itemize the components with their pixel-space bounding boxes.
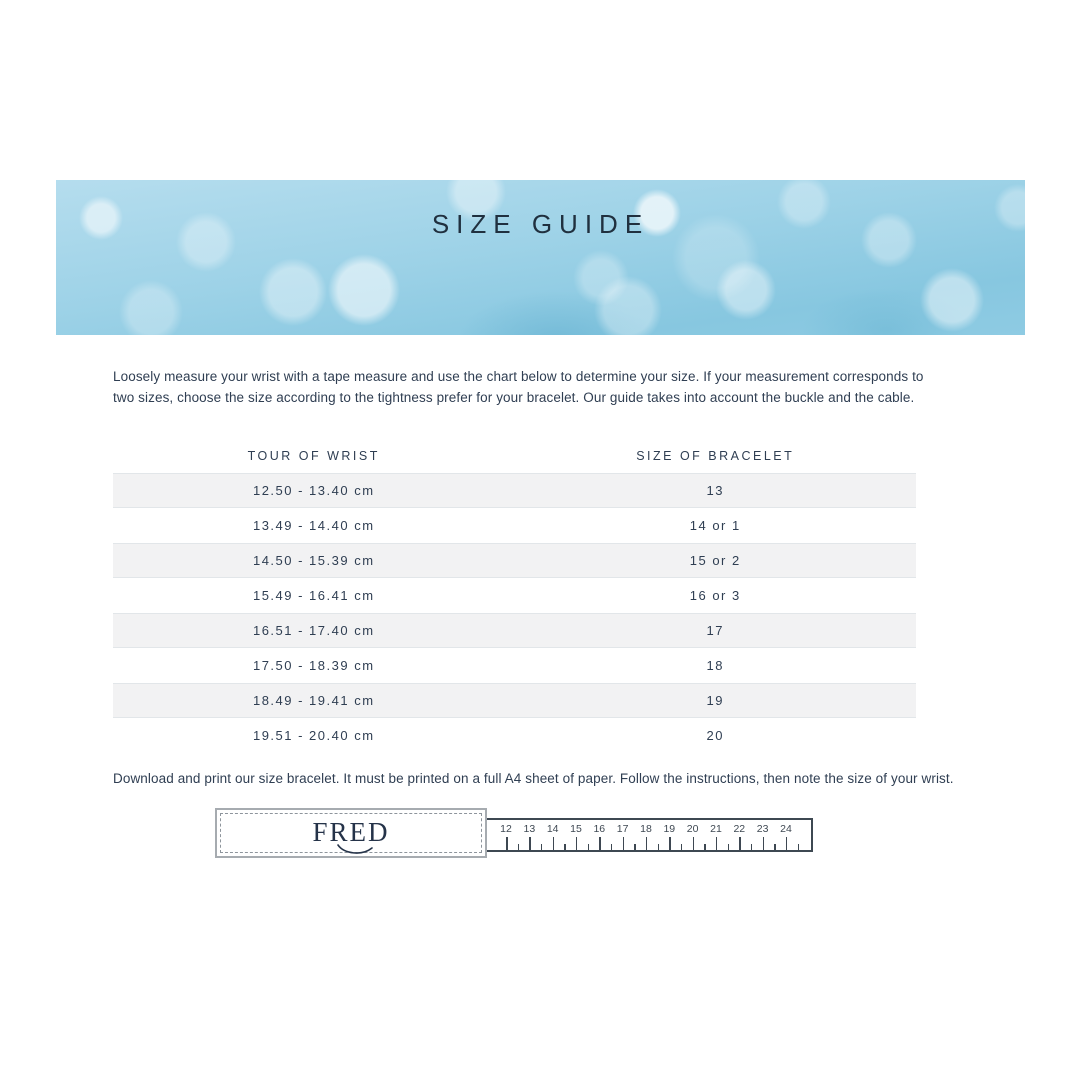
intro-text: Loosely measure your wrist with a tape m… xyxy=(113,369,924,405)
table-row: 16.51 - 17.40 cm 17 xyxy=(113,613,916,648)
ruler-tick-major xyxy=(552,837,555,850)
ruler-number: 22 xyxy=(733,823,746,835)
wrist-range-cell: 14.50 - 15.39 cm xyxy=(252,553,375,568)
ruler-number: 15 xyxy=(570,823,582,835)
ruler-number: 18 xyxy=(640,823,652,835)
ruler-number: 13 xyxy=(523,823,536,835)
ruler-tick-major xyxy=(785,837,788,850)
download-instructions: Download and print our size bracelet. It… xyxy=(113,771,954,786)
ruler-tick-minor xyxy=(657,844,660,850)
table-row: 15.49 - 16.41 cm 16 or 3 xyxy=(113,578,916,613)
ruler-tick-major xyxy=(645,837,648,850)
wrist-range-cell: 16.51 - 17.40 cm xyxy=(252,623,375,638)
wrist-range-cell: 13.49 - 14.40 cm xyxy=(252,518,375,533)
ruler-tick-major xyxy=(622,837,625,850)
wrist-range-cell: 19.51 - 20.40 cm xyxy=(252,728,375,743)
ruler-tick-minor xyxy=(750,844,753,850)
ruler-tick-major xyxy=(575,837,578,850)
ruler-tick-minor xyxy=(704,844,706,850)
ruler-tick-minor xyxy=(727,844,730,850)
ruler-tick-major xyxy=(692,837,695,850)
ruler-number: 17 xyxy=(616,823,629,835)
fred-logo-box: FRED xyxy=(215,808,487,858)
ruler-number: 19 xyxy=(663,823,676,835)
ruler-tick-minor xyxy=(587,844,590,850)
bracelet-size-cell: 16 or 3 xyxy=(689,588,741,603)
ruler-tick-minor xyxy=(517,844,520,850)
ruler-tick-major xyxy=(762,837,765,850)
bracelet-ruler-image: FRED 12 13 14 15 16 17 18 19 20 21 22 23 24 xyxy=(215,808,815,862)
ruler-tick-major xyxy=(739,837,741,850)
bracelet-size-cell: 20 xyxy=(706,728,724,743)
bracelet-size-cell: 15 or 2 xyxy=(689,553,741,568)
table-row: 14.50 - 15.39 cm 15 or 2 xyxy=(113,543,916,578)
ruler-number: 24 xyxy=(780,823,792,835)
ruler-tick-minor xyxy=(680,844,683,850)
fred-logo: FRED xyxy=(312,817,390,847)
bracelet-size-cell: 14 or 1 xyxy=(689,518,741,533)
wrist-range-cell: 18.49 - 19.41 cm xyxy=(252,693,375,708)
wrist-range-cell: 17.50 - 18.39 cm xyxy=(252,658,375,673)
table-row: 12.50 - 13.40 cm 13 xyxy=(113,473,916,508)
size-table-body: 12.50 - 13.40 cm 13 13.49 - 14.40 cm 14 or … xyxy=(113,473,916,753)
bracelet-size-cell: 19 xyxy=(706,693,724,708)
ruler-tick-minor xyxy=(564,844,566,850)
bracelet-size-cell: 18 xyxy=(706,658,724,673)
bracelet-size-cell: 17 xyxy=(706,623,724,638)
ruler-number: 20 xyxy=(686,823,699,835)
table-row: 19.51 - 20.40 cm 20 xyxy=(113,718,916,753)
table-row: 18.49 - 19.41 cm 19 xyxy=(113,683,916,718)
table-row: 17.50 - 18.39 cm 18 xyxy=(113,648,916,683)
ruler-number: 14 xyxy=(546,823,559,835)
wrist-range-cell: 12.50 - 13.40 cm xyxy=(252,483,375,498)
column-header-wrist: TOUR OF WRIST xyxy=(247,448,380,463)
size-table-header: TOUR OF WRIST SIZE OF BRACELET xyxy=(113,438,916,473)
column-header-bracelet: SIZE OF BRACELET xyxy=(636,448,795,463)
ruler-tick-major xyxy=(599,837,601,850)
ruler-tick-major xyxy=(669,837,671,850)
ruler-tick-minor xyxy=(610,844,613,850)
ruler-tick-minor xyxy=(540,844,543,850)
ruler-number: 12 xyxy=(500,823,512,835)
ruler-number: 21 xyxy=(710,823,722,835)
ruler-tick-minor xyxy=(797,844,800,850)
wrist-range-cell: 15.49 - 16.41 cm xyxy=(252,588,375,603)
size-table: TOUR OF WRIST SIZE OF BRACELET 12.50 - 1… xyxy=(113,438,916,753)
table-row: 13.49 - 14.40 cm 14 or 1 xyxy=(113,508,916,543)
size-guide-banner: SIZE GUIDE xyxy=(56,180,1025,335)
ruler-number: 23 xyxy=(756,823,769,835)
ruler-tick-minor xyxy=(634,844,636,850)
bracelet-size-cell: 13 xyxy=(706,483,724,498)
ruler-tick-major xyxy=(506,837,508,850)
ruler-tick-minor xyxy=(774,844,776,850)
ruler-tick-major xyxy=(529,837,531,850)
fred-swash-icon xyxy=(337,844,373,854)
ruler-scale: 12 13 14 15 16 17 18 19 20 21 22 23 24 xyxy=(485,818,813,852)
page-title: SIZE GUIDE xyxy=(431,209,650,239)
ruler-tick-major xyxy=(715,837,718,850)
ruler-number: 16 xyxy=(593,823,606,835)
